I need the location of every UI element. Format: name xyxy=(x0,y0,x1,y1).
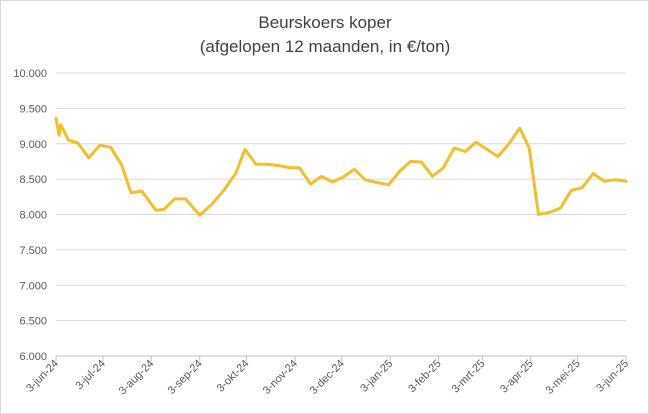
data-point xyxy=(57,134,61,137)
data-point xyxy=(320,175,323,178)
series-line xyxy=(54,116,628,217)
data-point xyxy=(420,160,423,164)
data-point xyxy=(87,156,91,160)
data-point xyxy=(173,197,176,201)
x-tick-label: 3-sep-24 xyxy=(166,358,205,397)
x-axis-ticks: 3-jun-24 3-jul-24 3-aug-24 3-sep-24 3-okt-24… xyxy=(24,356,631,397)
y-tick-label: 8.000 xyxy=(19,210,47,222)
data-point xyxy=(537,213,540,216)
data-point xyxy=(453,146,456,150)
data-point xyxy=(387,183,390,186)
data-point xyxy=(624,180,628,183)
data-point xyxy=(76,141,80,145)
data-point xyxy=(109,146,112,149)
data-point xyxy=(602,180,606,183)
data-point xyxy=(398,170,401,173)
data-point xyxy=(59,123,62,126)
x-tick-label: 3-jun-24 xyxy=(24,358,61,395)
data-point xyxy=(54,117,58,120)
data-point xyxy=(298,166,301,169)
data-point xyxy=(67,139,70,142)
data-point xyxy=(485,148,489,151)
data-point xyxy=(353,168,356,171)
x-tick-label: 3-feb-25 xyxy=(406,358,443,395)
chart-title: Beurskoers koper xyxy=(258,13,392,32)
data-point xyxy=(234,172,237,175)
data-point xyxy=(474,141,478,144)
data-point xyxy=(129,191,133,194)
data-point xyxy=(265,163,268,166)
data-point xyxy=(184,197,187,201)
x-tick-label: 3-aug-24 xyxy=(117,358,157,398)
y-tick-label: 10.000 xyxy=(13,68,47,80)
data-point xyxy=(464,150,467,153)
data-point xyxy=(162,208,165,211)
series-layer xyxy=(54,116,628,217)
data-point xyxy=(364,178,367,181)
y-tick-label: 6.500 xyxy=(19,316,47,328)
data-point xyxy=(289,166,292,169)
data-point xyxy=(221,190,225,193)
data-point xyxy=(592,172,595,175)
x-tick-label: 3-jun-25 xyxy=(594,358,631,395)
data-point xyxy=(431,175,434,178)
data-point xyxy=(154,209,158,212)
y-tick-label: 8.500 xyxy=(19,174,47,186)
data-point xyxy=(120,163,123,167)
data-point xyxy=(518,127,521,130)
y-tick-label: 9.500 xyxy=(19,103,47,115)
y-tick-label: 7.000 xyxy=(19,280,47,292)
data-point xyxy=(409,160,412,163)
data-point xyxy=(559,206,562,210)
y-tick-label: 6.000 xyxy=(19,351,47,363)
data-point xyxy=(342,175,345,179)
data-point xyxy=(198,214,201,217)
x-tick-label: 3-mrt-25 xyxy=(450,358,488,396)
x-tick-label: 3-apr-25 xyxy=(498,358,536,396)
data-point xyxy=(570,189,573,192)
data-point xyxy=(496,155,500,158)
data-point xyxy=(376,181,379,184)
data-point xyxy=(278,164,281,167)
data-point xyxy=(528,146,531,150)
data-point xyxy=(331,180,334,184)
chart-subtitle: (afgelopen 12 maanden, in €/ton) xyxy=(200,37,450,56)
y-tick-label: 9.000 xyxy=(19,139,47,151)
x-tick-label: 3-okt-24 xyxy=(215,358,252,395)
data-point xyxy=(254,163,258,166)
y-tick-label: 7.500 xyxy=(19,245,47,257)
data-point xyxy=(140,190,144,193)
y-axis-ticks: 6.000 6.500 7.000 7.500 8.000 8.500 9.000 9.500… xyxy=(13,68,47,363)
x-tick-label: 3-dec-24 xyxy=(308,358,347,397)
data-point xyxy=(507,142,511,145)
x-tick-label: 3-nov-24 xyxy=(261,358,300,397)
data-point xyxy=(442,166,445,169)
data-point xyxy=(243,148,247,151)
data-point xyxy=(309,182,312,186)
x-tick-label: 3-jan-25 xyxy=(358,358,395,395)
data-point xyxy=(211,202,214,206)
x-tick-label: 3-jul-24 xyxy=(74,358,108,392)
x-tick-label: 3-mei-25 xyxy=(544,358,583,397)
data-point xyxy=(613,178,617,181)
data-point xyxy=(548,211,551,214)
data-point xyxy=(581,186,584,189)
data-point xyxy=(98,144,101,147)
